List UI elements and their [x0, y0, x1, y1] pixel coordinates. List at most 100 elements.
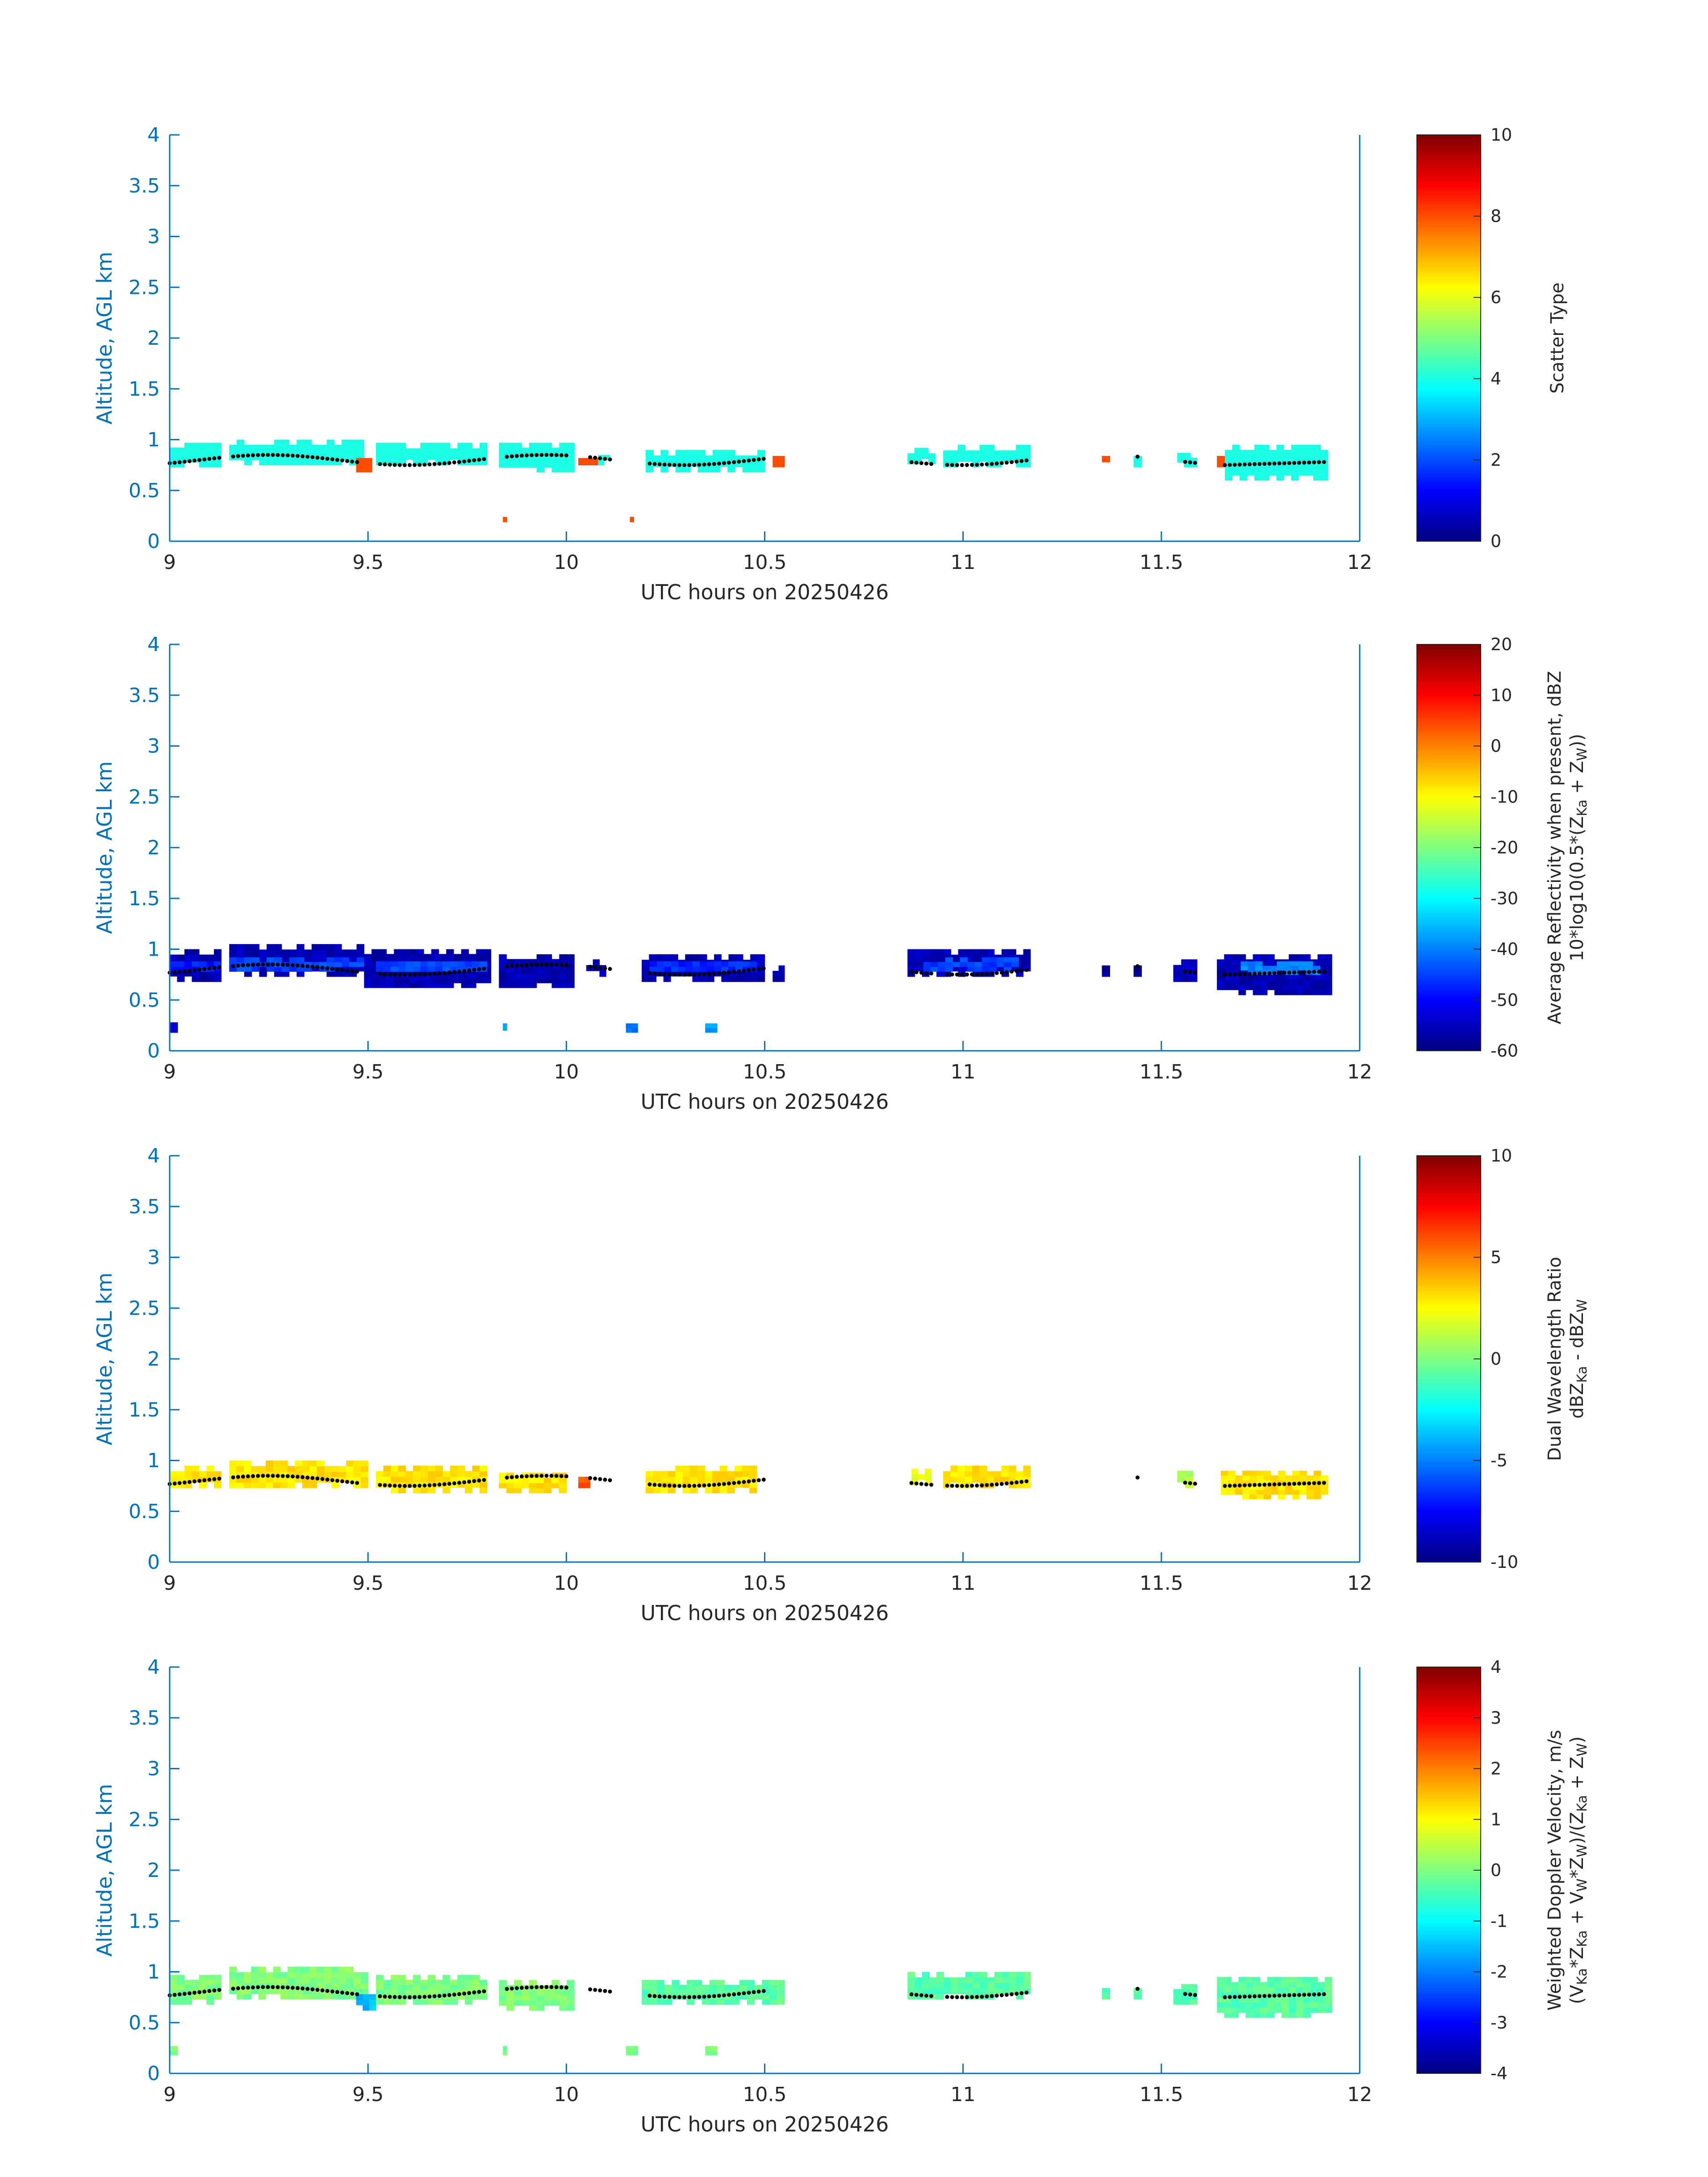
- cloud-base-dot: [509, 1475, 514, 1479]
- data-cell: [656, 1989, 665, 1995]
- data-cell: [296, 944, 305, 950]
- data-cell: [184, 1980, 192, 1985]
- data-cell: [1282, 2002, 1289, 2008]
- data-cell: [229, 949, 237, 955]
- cloud-base-dot: [697, 972, 702, 977]
- data-cell: [936, 954, 944, 961]
- data-cell: [683, 450, 691, 456]
- cloud-base-dot: [345, 1991, 349, 1995]
- data-cell: [1296, 1976, 1303, 1982]
- data-cell: [1242, 1494, 1250, 1500]
- data-cell: [1255, 961, 1263, 966]
- y-tick-label: 2.5: [129, 786, 160, 808]
- data-cell: [979, 455, 987, 462]
- data-cell: [295, 1977, 303, 1984]
- data-cell: [428, 1471, 436, 1477]
- data-cell: [398, 448, 406, 454]
- cloud-base-dot: [236, 1475, 240, 1479]
- data-cell: [1016, 1972, 1024, 1978]
- data-cell: [372, 949, 380, 954]
- data-cell: [237, 944, 245, 950]
- cloud-base-dot: [1242, 1483, 1247, 1488]
- data-cell: [675, 1465, 683, 1471]
- data-cell: [907, 453, 915, 459]
- data-cell: [1303, 1982, 1311, 1988]
- data-cell: [364, 973, 372, 978]
- cloud-base-dot: [335, 967, 339, 972]
- data-cell: [1240, 455, 1248, 460]
- data-cell: [184, 949, 192, 955]
- cloud-base-dot: [652, 1483, 657, 1487]
- data-cell: [453, 954, 462, 959]
- data-cell: [559, 1483, 567, 1488]
- data-cell: [551, 1478, 560, 1483]
- cloud-base-dot: [647, 461, 652, 466]
- colorbar-label-text: + Z: [1567, 1756, 1587, 1795]
- data-cell: [1257, 1475, 1264, 1481]
- data-cell: [341, 949, 350, 955]
- data-cell: [915, 1988, 923, 1994]
- cloud-base-dot: [432, 971, 437, 976]
- cloud-base-dot: [1010, 1481, 1014, 1485]
- data-cell: [711, 1028, 718, 1033]
- data-cell: [987, 949, 995, 955]
- data-cell: [503, 1023, 507, 1031]
- data-cell: [1282, 1987, 1289, 1993]
- data-cell: [177, 976, 185, 982]
- cloud-base-dot: [442, 1482, 447, 1487]
- data-cell: [1267, 985, 1275, 990]
- cloud-base-dot: [335, 1990, 339, 1994]
- data-cell: [1177, 1476, 1186, 1483]
- cloud-base-dot: [251, 1474, 255, 1478]
- data-cell: [649, 961, 657, 967]
- data-cell: [184, 1999, 192, 2005]
- data-cell: [237, 439, 245, 445]
- data-cell: [372, 959, 380, 964]
- data-cell: [1324, 959, 1332, 965]
- cloud-base-dot: [325, 1477, 330, 1482]
- data-cell: [936, 1972, 944, 1978]
- data-cell: [353, 1988, 361, 1994]
- cloud-base-dot: [256, 962, 260, 967]
- data-cell: [719, 1471, 727, 1477]
- data-cell: [244, 1988, 251, 1994]
- data-cell: [972, 450, 980, 456]
- data-cell: [280, 1477, 288, 1483]
- data-cell: [1231, 1987, 1239, 1993]
- data-cell: [353, 1460, 361, 1467]
- data-cell: [506, 457, 514, 463]
- data-cell: [326, 957, 334, 962]
- data-cell: [536, 1478, 544, 1483]
- cloud-base-dot: [447, 1482, 451, 1486]
- data-cell: [987, 1983, 995, 1989]
- data-cell: [206, 447, 214, 453]
- data-cell: [413, 454, 421, 460]
- data-cell: [1240, 965, 1249, 971]
- colorbar-tick-label: 20: [1491, 635, 1512, 654]
- data-cell: [394, 978, 402, 983]
- data-cell: [1267, 954, 1275, 960]
- data-cell: [682, 1476, 691, 1483]
- cloud-base-dot: [1297, 1481, 1301, 1486]
- data-cell: [170, 1471, 178, 1477]
- data-cell: [1283, 470, 1291, 476]
- data-cell: [376, 966, 384, 972]
- data-cell: [1231, 979, 1239, 985]
- data-cell: [1282, 990, 1289, 995]
- data-cell: [747, 1999, 755, 2005]
- data-cell: [1289, 1982, 1296, 1988]
- data-cell: [1023, 960, 1031, 966]
- data-cell: [302, 1972, 310, 1978]
- data-cell: [170, 2050, 178, 2056]
- data-cell: [675, 455, 683, 461]
- data-cell: [353, 1466, 361, 1472]
- cloud-base-dot: [1297, 460, 1301, 465]
- data-cell: [773, 976, 779, 982]
- cloud-base-dot: [457, 1992, 461, 1996]
- data-cell: [936, 1977, 944, 1983]
- cloud-base-dot: [437, 1994, 442, 1998]
- data-cell: [438, 978, 447, 983]
- data-cell: [281, 962, 290, 967]
- data-cell: [450, 1476, 458, 1483]
- cloud-base-dot: [1297, 970, 1301, 974]
